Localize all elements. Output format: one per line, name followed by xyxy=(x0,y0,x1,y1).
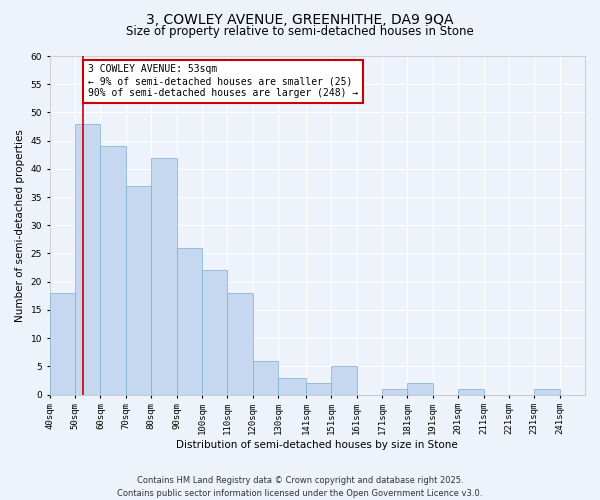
Y-axis label: Number of semi-detached properties: Number of semi-detached properties xyxy=(15,129,25,322)
Bar xyxy=(176,248,202,394)
Text: 3 COWLEY AVENUE: 53sqm
← 9% of semi-detached houses are smaller (25)
90% of semi: 3 COWLEY AVENUE: 53sqm ← 9% of semi-deta… xyxy=(88,64,358,98)
Text: Contains HM Land Registry data © Crown copyright and database right 2025.
Contai: Contains HM Land Registry data © Crown c… xyxy=(118,476,482,498)
Bar xyxy=(407,384,433,394)
Bar xyxy=(151,158,176,394)
Bar xyxy=(331,366,356,394)
Bar xyxy=(534,389,560,394)
Bar xyxy=(100,146,126,394)
Text: 3, COWLEY AVENUE, GREENHITHE, DA9 9QA: 3, COWLEY AVENUE, GREENHITHE, DA9 9QA xyxy=(146,12,454,26)
Bar xyxy=(253,360,278,394)
Bar xyxy=(126,186,151,394)
Bar xyxy=(50,293,75,394)
Bar xyxy=(227,293,253,394)
Bar xyxy=(202,270,227,394)
Bar xyxy=(75,124,100,394)
Bar xyxy=(382,389,407,394)
Text: Size of property relative to semi-detached houses in Stone: Size of property relative to semi-detach… xyxy=(126,25,474,38)
Bar xyxy=(278,378,306,394)
Bar xyxy=(458,389,484,394)
Bar xyxy=(306,384,331,394)
X-axis label: Distribution of semi-detached houses by size in Stone: Distribution of semi-detached houses by … xyxy=(176,440,458,450)
